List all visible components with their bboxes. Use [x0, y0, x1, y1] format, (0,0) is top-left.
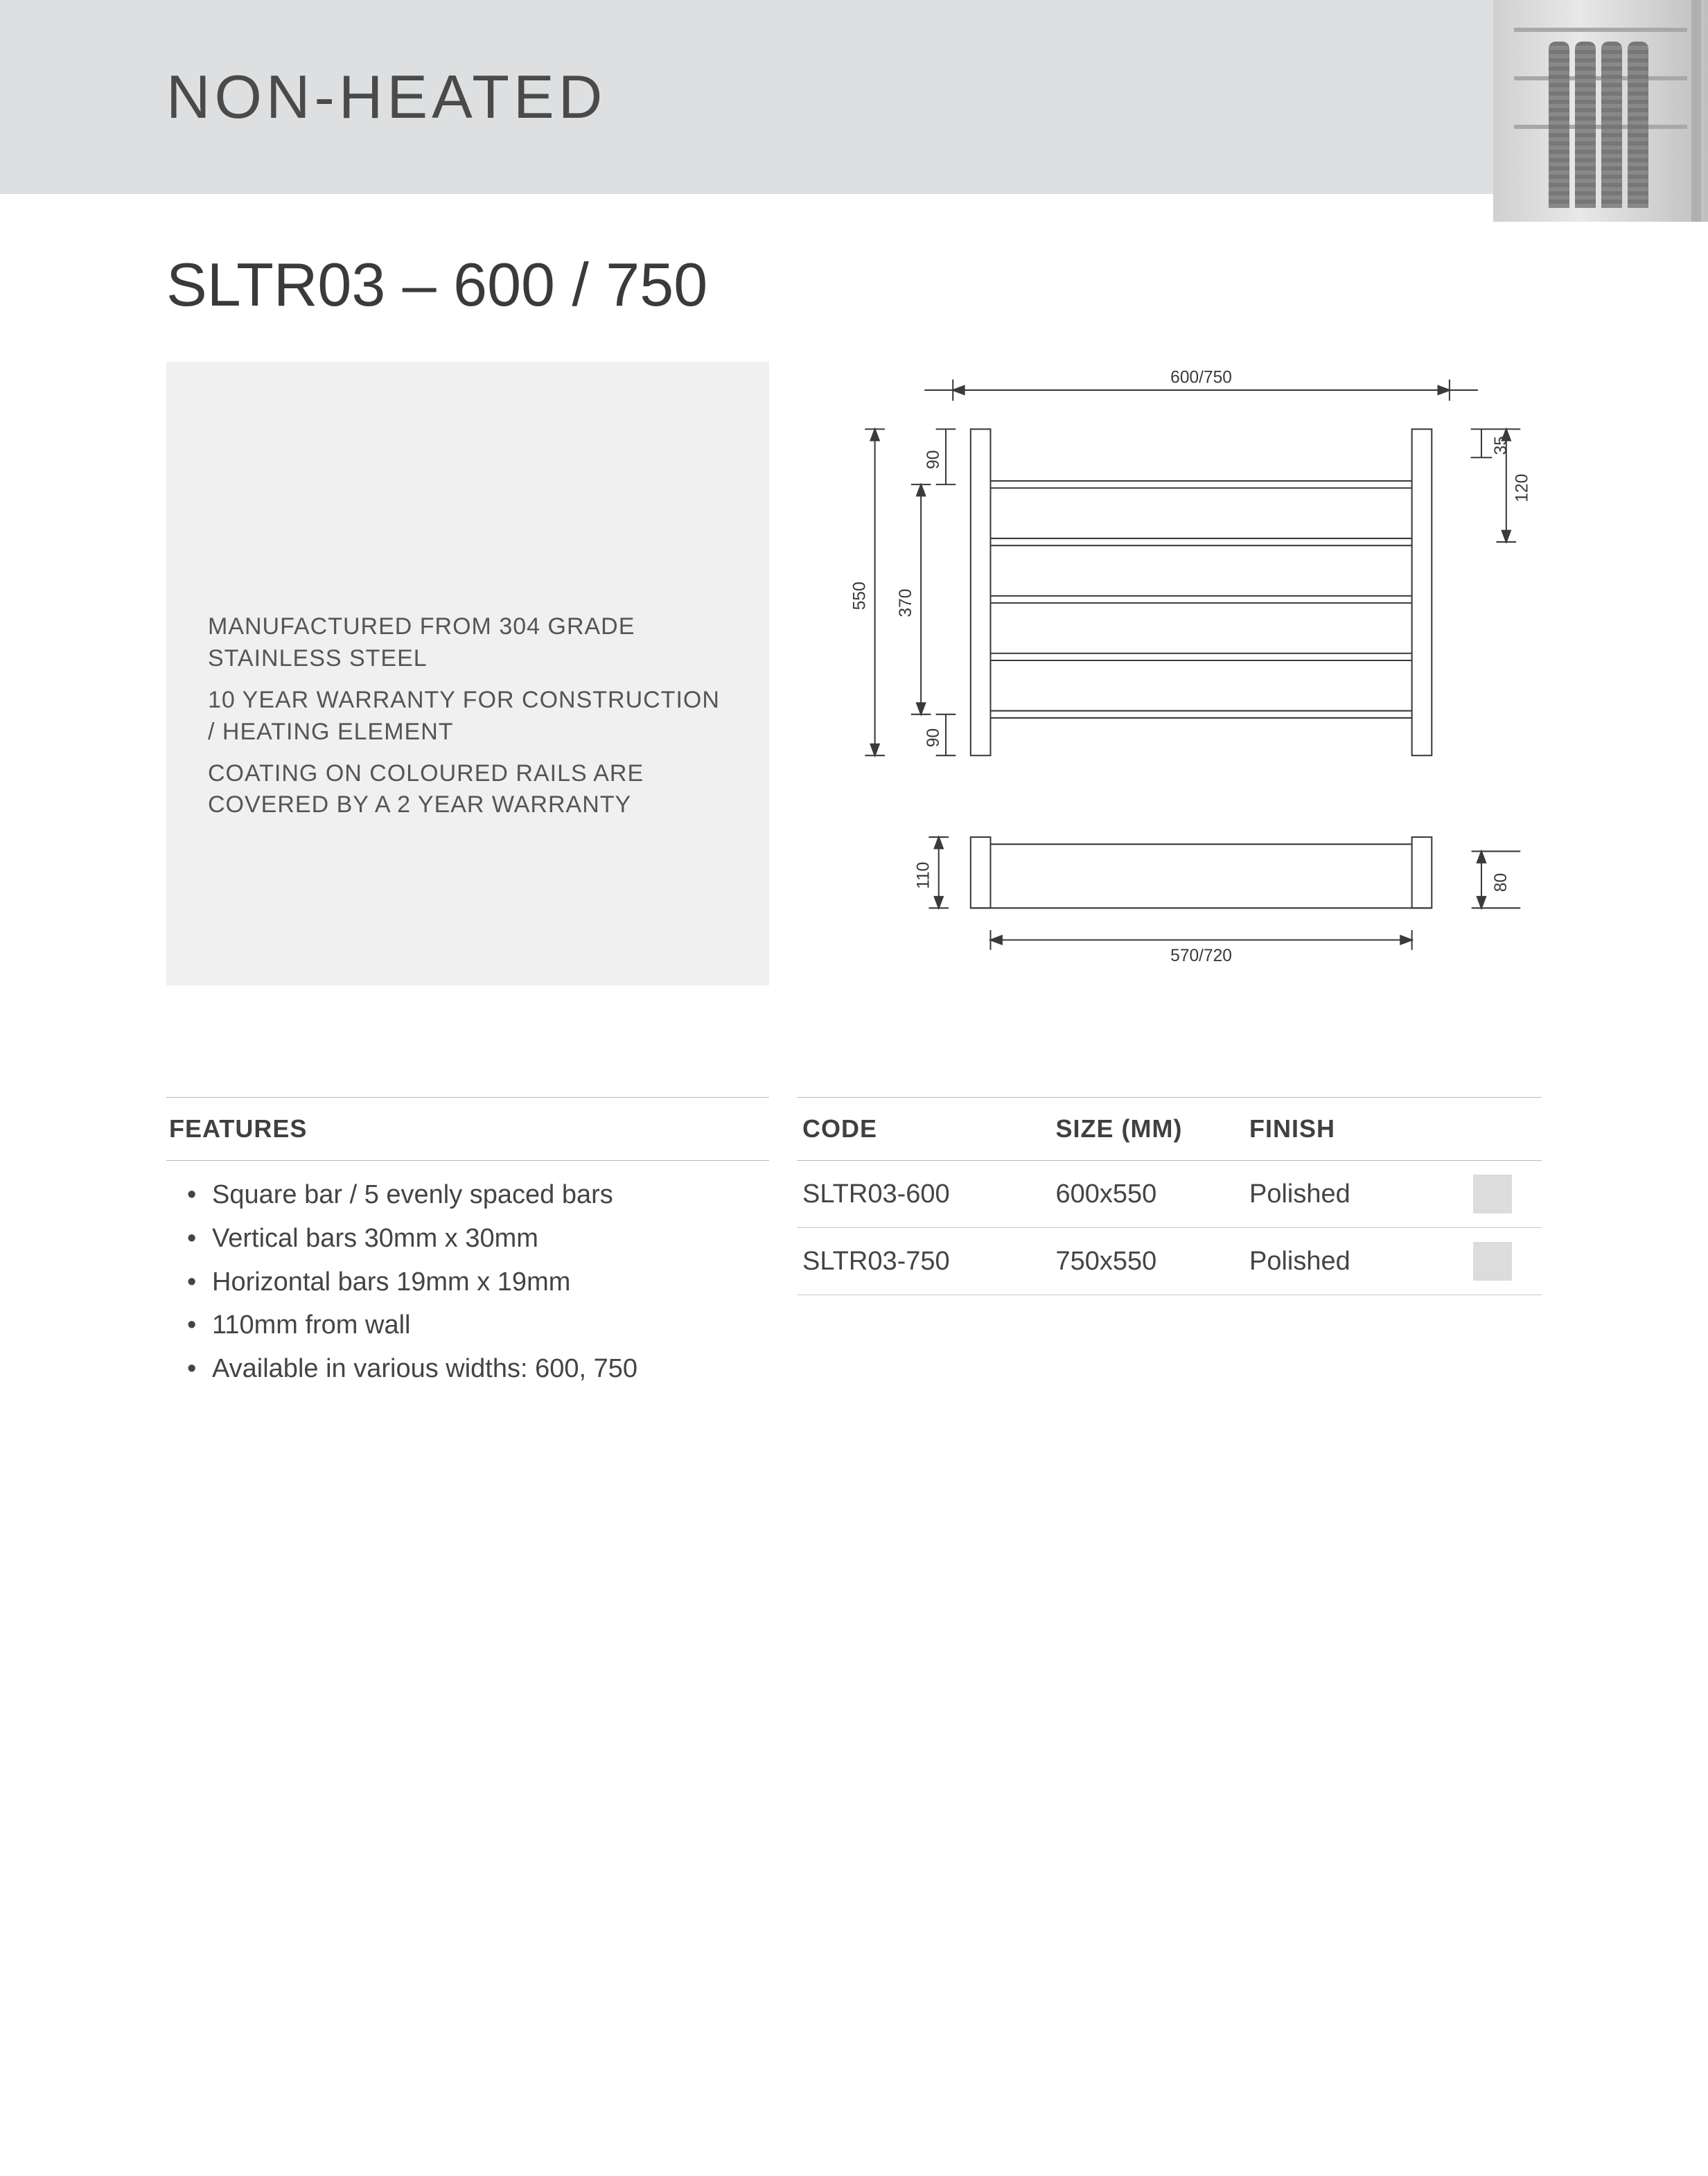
diagram-dim-top-gap: 90 [924, 450, 943, 469]
product-variant: – 600 / 750 [385, 250, 707, 319]
header-band: NON-HEATED [0, 0, 1708, 194]
features-column: FEATURES Square bar / 5 evenly spaced ba… [166, 1097, 769, 1390]
specs-column: CODE SIZE (MM) FINISH SLTR03-600 600x550… [797, 1097, 1542, 1390]
finish-swatch [1473, 1242, 1512, 1281]
features-header: FEATURES [166, 1098, 769, 1160]
table-row: SLTR03-750 750x550 Polished [797, 1228, 1542, 1295]
col-code: CODE [797, 1098, 1050, 1161]
feature-item: 110mm from wall [187, 1304, 769, 1347]
diagram-dim-side-110: 110 [914, 862, 933, 889]
col-finish: FINISH [1244, 1098, 1468, 1161]
category-title: NON-HEATED [166, 62, 606, 132]
content-area: SLTR03 – 600 / 750 MANUFACTURED FROM 304… [0, 194, 1708, 1391]
col-size: SIZE (MM) [1050, 1098, 1244, 1161]
spec-code: SLTR03-750 [797, 1228, 1050, 1295]
spec-size: 600x550 [1050, 1161, 1244, 1228]
diagram-dim-side-80: 80 [1492, 873, 1511, 892]
technical-diagram: 600/750 [797, 362, 1542, 1000]
diagram-dim-bottom-gap: 90 [924, 728, 943, 747]
diagram-dim-left-inner: 370 [897, 589, 915, 617]
feature-item: Square bar / 5 evenly spaced bars [187, 1173, 769, 1217]
diagram-dim-top: 600/750 [1170, 369, 1232, 387]
product-title: SLTR03 – 600 / 750 [166, 249, 1542, 320]
diagram-dim-side-bottom: 570/720 [1170, 947, 1232, 965]
promo-box: MANUFACTURED FROM 304 GRADE STAINLESS ST… [166, 362, 769, 985]
feature-item: Vertical bars 30mm x 30mm [187, 1217, 769, 1261]
table-row: SLTR03-600 600x550 Polished [797, 1161, 1542, 1228]
spec-size: 750x550 [1050, 1228, 1244, 1295]
features-list: Square bar / 5 evenly spaced bars Vertic… [166, 1161, 769, 1390]
spec-finish: Polished [1244, 1161, 1468, 1228]
finish-swatch [1473, 1175, 1512, 1213]
diagram-dim-left-outer: 550 [850, 581, 869, 610]
promo-line: 10 YEAR WARRANTY FOR CONSTRUCTION / HEAT… [208, 685, 728, 748]
feature-item: Available in various widths: 600, 750 [187, 1347, 769, 1391]
diagram-dim-r120: 120 [1513, 474, 1532, 502]
hero-thumbnail [1493, 0, 1708, 222]
promo-line: MANUFACTURED FROM 304 GRADE STAINLESS ST… [208, 611, 728, 675]
spec-code: SLTR03-600 [797, 1161, 1050, 1228]
promo-line: COATING ON COLOURED RAILS ARE COVERED BY… [208, 758, 728, 822]
product-model: SLTR03 [166, 250, 385, 319]
specs-table: CODE SIZE (MM) FINISH SLTR03-600 600x550… [797, 1098, 1542, 1295]
spec-finish: Polished [1244, 1228, 1468, 1295]
diagram-svg: 600/750 [797, 362, 1542, 1000]
feature-item: Horizontal bars 19mm x 19mm [187, 1261, 769, 1304]
